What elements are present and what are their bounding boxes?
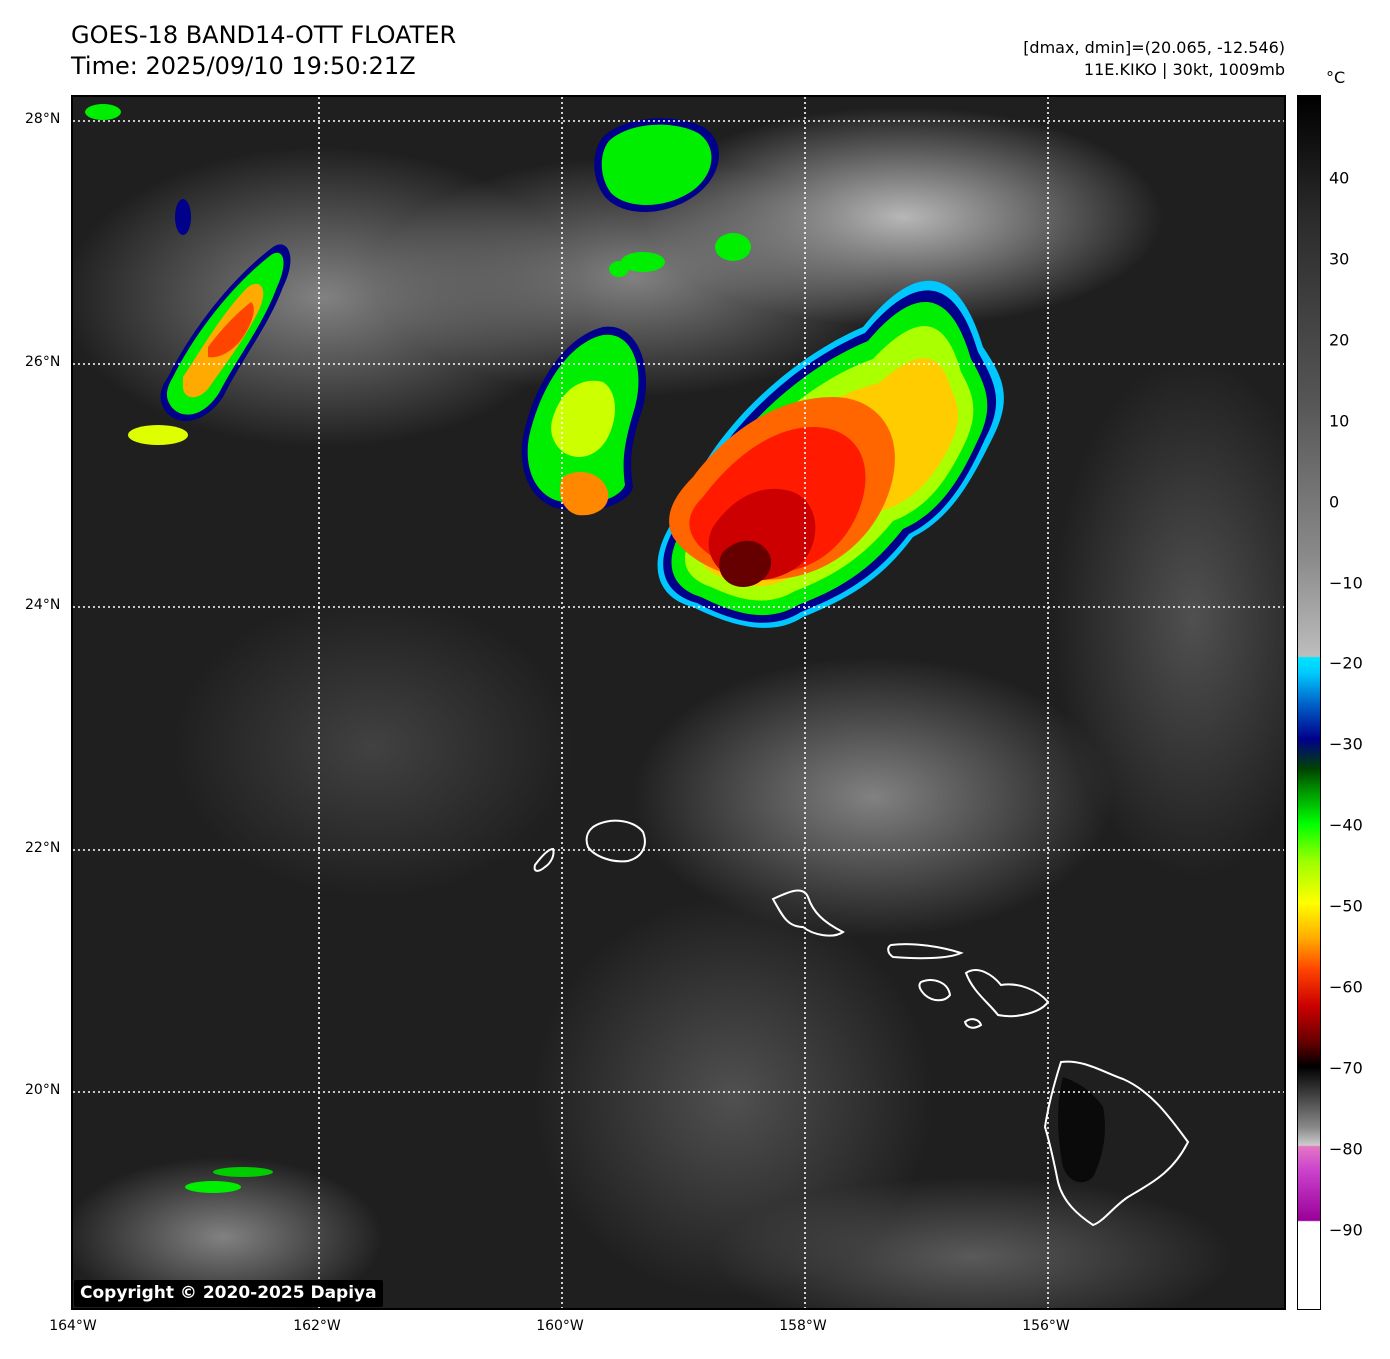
colorbar-tick-label: −20 (1329, 653, 1363, 673)
colorbar-tick-label: 40 (1329, 168, 1350, 188)
lon-label-160: 160°W (536, 1318, 584, 1334)
data-range: [dmax, dmin]=(20.065, -12.546) (1023, 38, 1285, 57)
colorbar-tick-label: −90 (1329, 1220, 1363, 1240)
map-canvas (73, 97, 1284, 1308)
lat-label-28: 28°N (25, 111, 61, 127)
colorbar-tick-label: −40 (1329, 815, 1363, 835)
colorbar-tick-label: 10 (1329, 411, 1350, 431)
copyright-label: Copyright © 2020-2025 Dapiya (74, 1280, 383, 1307)
colorbar-tick-label: −60 (1329, 977, 1363, 997)
island-kauai (585, 819, 646, 863)
satellite-map[interactable]: Copyright © 2020-2025 Dapiya (71, 95, 1286, 1310)
colorbar-tick-label: 20 (1329, 330, 1350, 350)
colorbar-tick-label: −70 (1329, 1058, 1363, 1078)
colorbar-tick-label: 30 (1329, 249, 1350, 269)
colorbar-unit: °C (1326, 68, 1346, 87)
colorbar-tick-label: −10 (1329, 573, 1363, 592)
colorbar-tick-label: 0 (1329, 492, 1340, 512)
lat-label-22: 22°N (25, 840, 61, 856)
hawaii-highlands (1058, 1077, 1105, 1183)
lon-label-158: 158°W (779, 1318, 827, 1334)
colorbar-tick-label: −80 (1329, 1139, 1363, 1159)
lon-label-164: 164°W (49, 1318, 97, 1334)
lon-label-156: 156°W (1022, 1318, 1070, 1334)
island-lanai (918, 979, 952, 1002)
lat-label-20: 20°N (25, 1082, 61, 1098)
island-niihau (533, 847, 555, 872)
colorbar-tick-label: −50 (1329, 896, 1363, 916)
island-kahoolawe (963, 1018, 983, 1029)
northwest-convection (85, 104, 291, 1193)
lat-label-26: 26°N (25, 354, 61, 370)
main-convection (521, 280, 1004, 628)
island-molokai (887, 943, 964, 960)
graticule (73, 97, 1284, 1308)
lon-label-162: 162°W (293, 1318, 341, 1334)
storm-info: 11E.KIKO | 30kt, 1009mb (1083, 60, 1285, 79)
island-hawaii (1043, 1060, 1190, 1227)
lat-label-24: 24°N (25, 597, 61, 613)
product-title: GOES-18 BAND14-OTT FLOATER (71, 21, 457, 49)
colorbar-tick-label: −30 (1329, 734, 1363, 754)
temperature-colorbar (1297, 95, 1321, 1310)
island-maui (964, 969, 1050, 1018)
island-oahu (771, 889, 845, 937)
timestamp: Time: 2025/09/10 19:50:21Z (71, 52, 416, 80)
northern-convection (594, 118, 751, 277)
